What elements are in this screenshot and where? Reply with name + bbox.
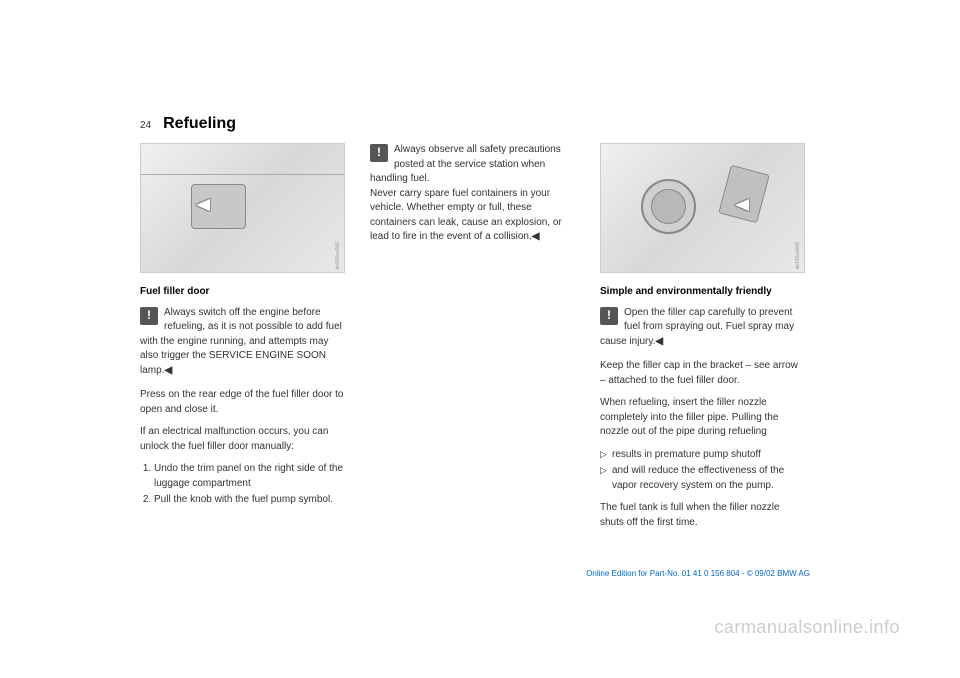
figure-credit: de430us008	[795, 242, 802, 270]
paragraph: If an electrical malfunction occurs, you…	[140, 425, 345, 454]
sub-heading-fuel-door: Fuel filler door	[140, 285, 345, 300]
warning-text: Open the filler cap carefully to prevent…	[600, 307, 794, 347]
warning-block: ! Open the filler cap carefully to preve…	[600, 306, 805, 350]
sub-heading-env-friendly: Simple and environmentally friendly	[600, 285, 805, 300]
warning-block: ! Always observe all safety precautions …	[370, 143, 575, 245]
warning-icon: !	[140, 307, 158, 325]
column-2: ! Always observe all safety precautions …	[370, 143, 575, 538]
list-item: Undo the trim panel on the right side of…	[154, 462, 345, 491]
column-3: de430us008 Simple and environmentally fr…	[600, 143, 805, 538]
figure-filler-cap: de430us008	[600, 143, 805, 273]
end-mark-icon: ◀	[164, 365, 172, 376]
paragraph: Press on the rear edge of the fuel fille…	[140, 388, 345, 417]
figure-line	[141, 174, 344, 175]
page-body: de430us006 Fuel filler door ! Always swi…	[0, 0, 960, 578]
figure-arrow-icon	[196, 199, 210, 211]
paragraph: The fuel tank is full when the filler no…	[600, 501, 805, 530]
page-number: 24	[140, 120, 151, 131]
bullet-item: and will reduce the effectiveness of the…	[600, 464, 805, 493]
end-mark-icon: ◀	[655, 336, 663, 347]
warning-block: ! Always switch off the engine before re…	[140, 306, 345, 379]
bullet-list: results in premature pump shutoff and wi…	[600, 448, 805, 494]
list-item: Pull the knob with the fuel pump symbol.	[154, 493, 345, 508]
figure-filler-inner	[651, 189, 686, 224]
paragraph: When refueling, insert the filler nozzle…	[600, 396, 805, 440]
figure-credit: de430us006	[335, 242, 342, 270]
columns-wrapper: de430us006 Fuel filler door ! Always swi…	[140, 143, 820, 538]
bullet-item: results in premature pump shutoff	[600, 448, 805, 463]
paragraph: Keep the filler cap in the bracket – see…	[600, 359, 805, 388]
figure-fuel-door: de430us006	[140, 143, 345, 273]
figure-cap-bracket	[718, 165, 770, 224]
ordered-list: Undo the trim panel on the right side of…	[140, 462, 345, 508]
column-1: de430us006 Fuel filler door ! Always swi…	[140, 143, 345, 538]
warning-icon: !	[370, 144, 388, 162]
warning-text: Always observe all safety precautions po…	[370, 144, 562, 242]
page-title: Refueling	[163, 115, 236, 133]
warning-icon: !	[600, 307, 618, 325]
page-header: 24 Refueling	[140, 115, 236, 133]
end-mark-icon: ◀	[532, 231, 540, 242]
watermark: carmanualsonline.info	[714, 617, 900, 638]
footer-text: Online Edition for Part-No. 01 41 0 156 …	[586, 569, 810, 578]
figure-arrow-icon	[735, 199, 749, 211]
